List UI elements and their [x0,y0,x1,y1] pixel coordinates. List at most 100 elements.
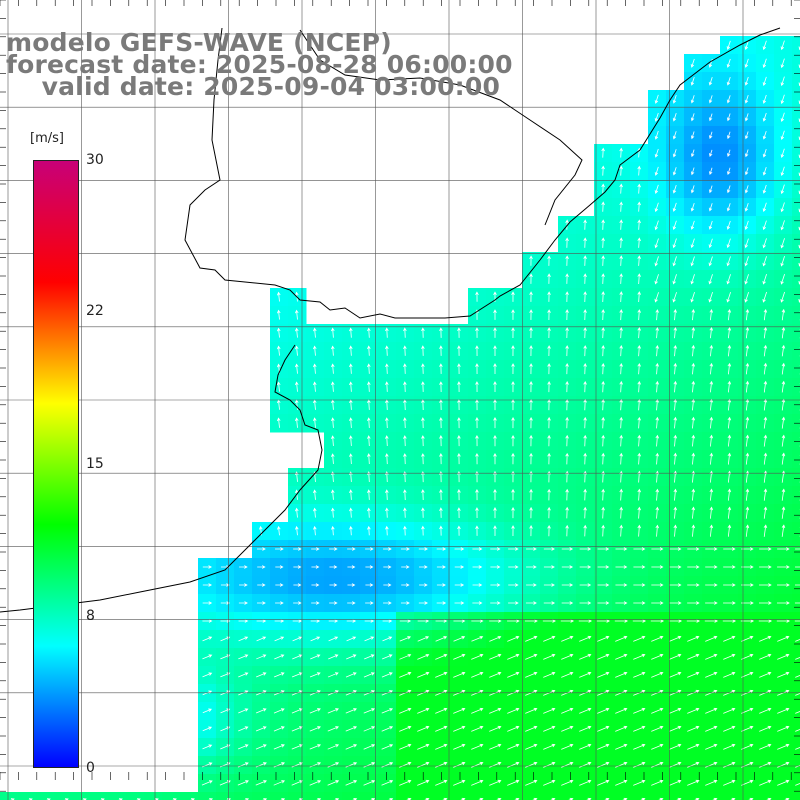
wind-arrow [759,761,772,768]
wind-arrow [525,635,538,642]
wind-arrow [763,434,768,447]
wind-arrow [763,308,768,321]
wind-arrow [435,761,448,768]
wind-arrow [759,583,772,587]
wind-arrow [238,672,249,678]
wind-arrow [327,672,339,678]
wind-arrow [565,345,569,357]
wind-cell [792,396,800,415]
wind-cell [792,504,800,523]
wind-arrow [744,220,749,230]
wind-arrow [601,255,605,266]
wind-arrow [421,381,425,392]
wind-arrow [367,507,371,518]
wind-arrow [490,583,501,587]
wind-arrow [385,381,389,392]
wind-arrow [777,743,790,750]
wind-cell [252,792,271,800]
wind-arrow [795,656,800,660]
wind-arrow [493,452,497,465]
wind-arrow [403,381,407,392]
colorbar-tick-8: 8 [86,608,95,624]
wind-arrow [669,583,682,587]
wind-arrow [345,708,357,714]
wind-arrow [795,566,800,568]
wind-arrow [472,583,483,587]
wind-arrow [327,708,339,714]
wind-cell [792,378,800,397]
wind-cell [270,792,289,800]
wind-arrow [705,725,718,732]
wind-arrow [401,565,410,569]
wind-arrow [565,309,569,320]
wind-arrow [583,524,587,537]
wind-arrow [529,327,533,338]
wind-arrow [583,309,587,321]
wind-arrow [668,619,683,623]
wind-arrow [454,565,465,569]
wind-arrow [726,40,731,50]
wind-arrow [601,273,605,284]
wind-arrow [781,380,786,393]
wind-arrow [347,601,356,605]
wind-cell [792,450,800,469]
wind-arrow [633,635,646,642]
wind-arrow [453,636,466,642]
wind-cell [630,792,649,800]
wind-arrow [727,326,732,339]
wind-arrow [568,797,574,800]
wind-arrow [637,488,641,501]
wind-arrow [583,363,587,375]
wind-arrow [421,507,425,518]
wind-arrow [795,692,800,696]
wind-arrow [309,744,322,750]
wind-arrow [367,471,371,483]
wind-arrow [596,619,611,623]
wind-arrow [708,185,713,194]
wind-arrow [619,345,623,357]
wind-cell [468,792,487,800]
wind-arrow [691,524,696,537]
wind-arrow [565,291,569,302]
wind-arrow [565,434,569,447]
wind-arrow [457,381,461,393]
wind-arrow [579,601,592,605]
wind-arrow [239,583,248,587]
wind-arrow [744,238,749,249]
wind-arrow [525,725,538,732]
wind-arrow [777,725,790,732]
wind-arrow [579,653,592,660]
wind-arrow [293,601,302,605]
wind-arrow [547,381,551,393]
wind-cell [792,180,800,199]
wind-arrow [669,601,682,605]
wind-arrow [349,471,353,482]
wind-arrow [364,654,375,660]
wind-arrow [493,345,497,356]
wind-arrow [763,362,768,375]
wind-arrow [313,525,317,536]
wind-arrow [345,762,358,768]
wind-arrow [759,725,772,732]
wind-arrow [708,58,713,68]
wind-arrow [597,779,610,786]
wind-arrow [651,671,664,678]
wind-cell [198,792,217,800]
wind-cell [720,792,739,800]
wind-arrow [579,635,592,642]
wind-arrow [781,452,786,465]
wind-arrow [365,601,374,605]
wind-arrow [597,547,610,551]
wind-arrow [471,635,484,642]
wind-cell [594,792,613,800]
wind-arrow [471,761,484,768]
wind-arrow [766,797,772,800]
wind-arrow [421,417,425,429]
wind-arrow [349,435,353,446]
wind-arrow [745,488,750,501]
wind-arrow [691,506,696,519]
wind-arrow [329,601,338,605]
wind-arrow [705,779,718,786]
wind-arrow [781,362,786,375]
wind-arrow [453,743,466,750]
